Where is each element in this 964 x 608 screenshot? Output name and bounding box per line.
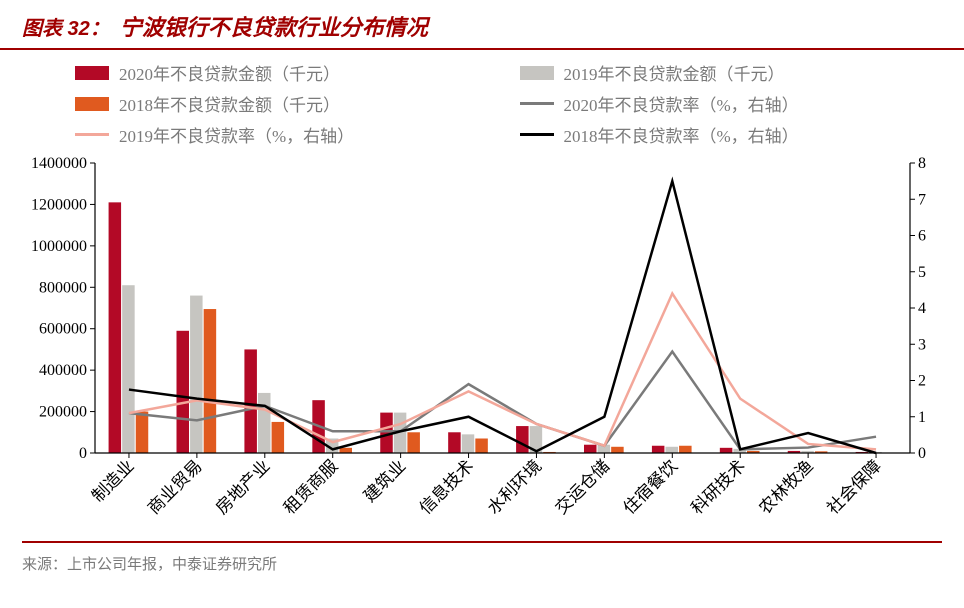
- svg-text:600000: 600000: [39, 321, 87, 338]
- legend-swatch: [520, 66, 554, 80]
- legend-label: 2018年不良贷款金额（千元）: [119, 91, 340, 116]
- x-axis-labels: 制造业商业贸易房地产业租赁商服建筑业信息技术水利环境交运仓储住宿餐饮科研技术农林…: [88, 456, 885, 518]
- y-axis-right: 0 1 2 3 4 5 6 7 8: [910, 155, 926, 462]
- svg-text:水利环境: 水利环境: [484, 456, 546, 518]
- svg-text:200000: 200000: [39, 404, 87, 421]
- legend-item-line_2019: 2019年不良贷款率（%，右轴）: [75, 122, 490, 147]
- svg-text:3: 3: [918, 336, 926, 353]
- legend-label: 2019年不良贷款率（%，右轴）: [119, 122, 354, 147]
- bar: [611, 447, 623, 453]
- svg-text:0: 0: [79, 445, 87, 462]
- svg-text:商业贸易: 商业贸易: [144, 456, 206, 518]
- svg-text:1000000: 1000000: [31, 238, 87, 255]
- combo-chart: 0 200000 400000 600000 800000 1000000 1200000 1…: [20, 153, 940, 533]
- bar: [340, 448, 352, 453]
- legend-swatch: [75, 66, 109, 80]
- svg-text:400000: 400000: [39, 362, 87, 379]
- bar: [407, 432, 419, 453]
- chart-area: 0 200000 400000 600000 800000 1000000 1200000 1…: [0, 153, 964, 533]
- bar: [244, 349, 256, 453]
- svg-text:5: 5: [918, 264, 926, 281]
- bar: [177, 331, 189, 453]
- svg-text:2: 2: [918, 373, 926, 390]
- bar: [190, 296, 202, 453]
- bar: [679, 446, 691, 453]
- chart-title: 宁波银行不良贷款行业分布情况: [120, 10, 428, 42]
- bar: [136, 412, 148, 453]
- bar: [516, 426, 528, 453]
- y-axis-left: 0 200000 400000 600000 800000 1000000 1200000 1…: [31, 155, 95, 462]
- svg-text:4: 4: [918, 300, 926, 317]
- bar: [272, 422, 284, 453]
- svg-text:信息技术: 信息技术: [416, 456, 478, 518]
- source-text: 来源：上市公司年报，中泰证券研究所: [0, 543, 964, 584]
- svg-text:住宿餐饮: 住宿餐饮: [620, 456, 682, 518]
- svg-text:7: 7: [918, 191, 926, 208]
- legend-label: 2020年不良贷款金额（千元）: [119, 60, 340, 85]
- legend-swatch: [75, 97, 109, 111]
- legend-item-bar_2020: 2020年不良贷款金额（千元）: [75, 60, 490, 85]
- legend-item-bar_2018: 2018年不良贷款金额（千元）: [75, 91, 490, 116]
- bar: [122, 285, 134, 453]
- bar: [584, 445, 596, 453]
- bar: [258, 393, 270, 453]
- svg-text:1: 1: [918, 409, 926, 426]
- bar: [475, 439, 487, 454]
- bar: [462, 434, 474, 453]
- bar: [666, 447, 678, 453]
- legend-swatch: [75, 133, 109, 136]
- svg-text:交运仓储: 交运仓储: [552, 456, 614, 518]
- svg-text:租赁商服: 租赁商服: [280, 456, 342, 518]
- legend-item-line_2020: 2020年不良贷款率（%，右轴）: [520, 91, 935, 116]
- line-line_2019: [129, 294, 876, 450]
- bar: [448, 432, 460, 453]
- legend-swatch: [520, 102, 554, 105]
- svg-text:制造业: 制造业: [88, 456, 137, 505]
- svg-text:建筑业: 建筑业: [360, 456, 409, 505]
- legend-label: 2018年不良贷款率（%，右轴）: [564, 122, 799, 147]
- legend-label: 2019年不良贷款金额（千元）: [564, 60, 785, 85]
- svg-text:农林牧渔: 农林牧渔: [755, 456, 817, 518]
- svg-text:8: 8: [918, 155, 926, 172]
- bar: [204, 309, 216, 453]
- bar: [652, 446, 664, 453]
- svg-text:社会保障: 社会保障: [823, 456, 885, 518]
- svg-text:1200000: 1200000: [31, 196, 87, 213]
- chart-title-bar: 图表 32： 宁波银行不良贷款行业分布情况: [0, 0, 964, 50]
- legend-swatch: [520, 133, 554, 136]
- bar: [720, 448, 732, 453]
- legend-item-line_2018: 2018年不良贷款率（%，右轴）: [520, 122, 935, 147]
- legend-item-bar_2019: 2019年不良贷款金额（千元）: [520, 60, 935, 85]
- svg-text:科研技术: 科研技术: [688, 456, 750, 518]
- bar: [109, 202, 121, 453]
- svg-text:1400000: 1400000: [31, 155, 87, 172]
- svg-text:6: 6: [918, 228, 926, 245]
- legend: 2020年不良贷款金额（千元） 2019年不良贷款金额（千元） 2018年不良贷款金…: [0, 50, 964, 153]
- svg-text:800000: 800000: [39, 279, 87, 296]
- chart-number: 图表 32：: [22, 12, 110, 41]
- svg-text:0: 0: [918, 445, 926, 462]
- legend-label: 2020年不良贷款率（%，右轴）: [564, 91, 799, 116]
- svg-text:房地产业: 房地产业: [212, 456, 274, 518]
